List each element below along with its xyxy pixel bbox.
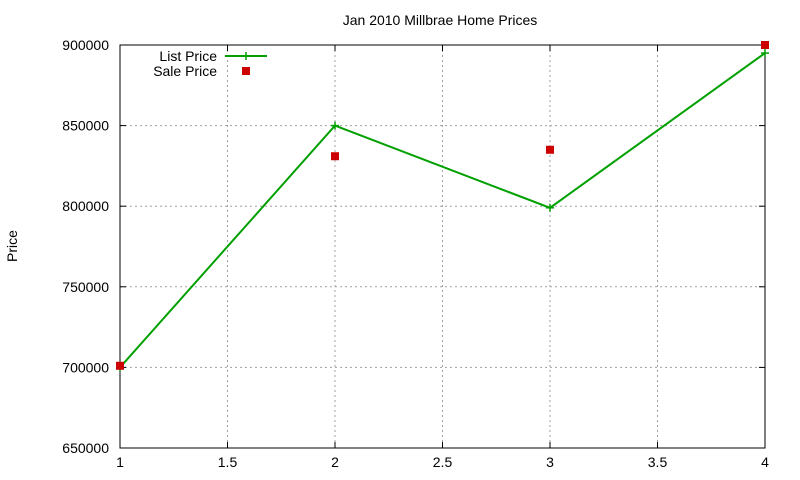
x-tick-label: 2 [331,454,339,470]
data-point [546,145,554,154]
x-tick-label: 4 [761,454,769,470]
data-point [331,121,339,130]
legend: List Price Sale Price [153,48,267,79]
data-point [116,361,124,370]
x-tick-label: 2.5 [433,454,453,470]
x-tick-label: 1 [116,454,124,470]
data-point [761,49,769,58]
chart-title: Jan 2010 Millbrae Home Prices [343,12,538,28]
data-point [546,203,554,212]
y-axis-label: Price [4,230,20,262]
y-tick-label: 700000 [62,359,109,375]
legend-marker-list-price [242,52,250,60]
y-tick-label: 750000 [62,279,109,295]
series-sale-price [116,41,769,370]
y-tick-label: 650000 [62,440,109,456]
x-tick-label: 3 [546,454,554,470]
x-tick-label: 1.5 [218,454,238,470]
series-layer [116,41,769,372]
data-point [331,152,339,161]
y-tick-label: 850000 [62,118,109,134]
x-tick-label: 3.5 [648,454,668,470]
legend-label-list-price: List Price [159,48,217,64]
grid [120,45,765,448]
legend-plus-marker [242,52,250,60]
legend-label-sale-price: Sale Price [153,63,217,79]
legend-square-marker [242,67,250,75]
series-line [119,52,766,369]
axis-ticks: 1 1.5 2 2.5 3 3.5 4 650000 700000 750000 800000 850… [62,37,769,470]
y-tick-label: 800000 [62,198,109,214]
data-point [761,41,769,49]
y-tick-label: 900000 [62,37,109,53]
legend-marker-sale-price [242,67,250,75]
